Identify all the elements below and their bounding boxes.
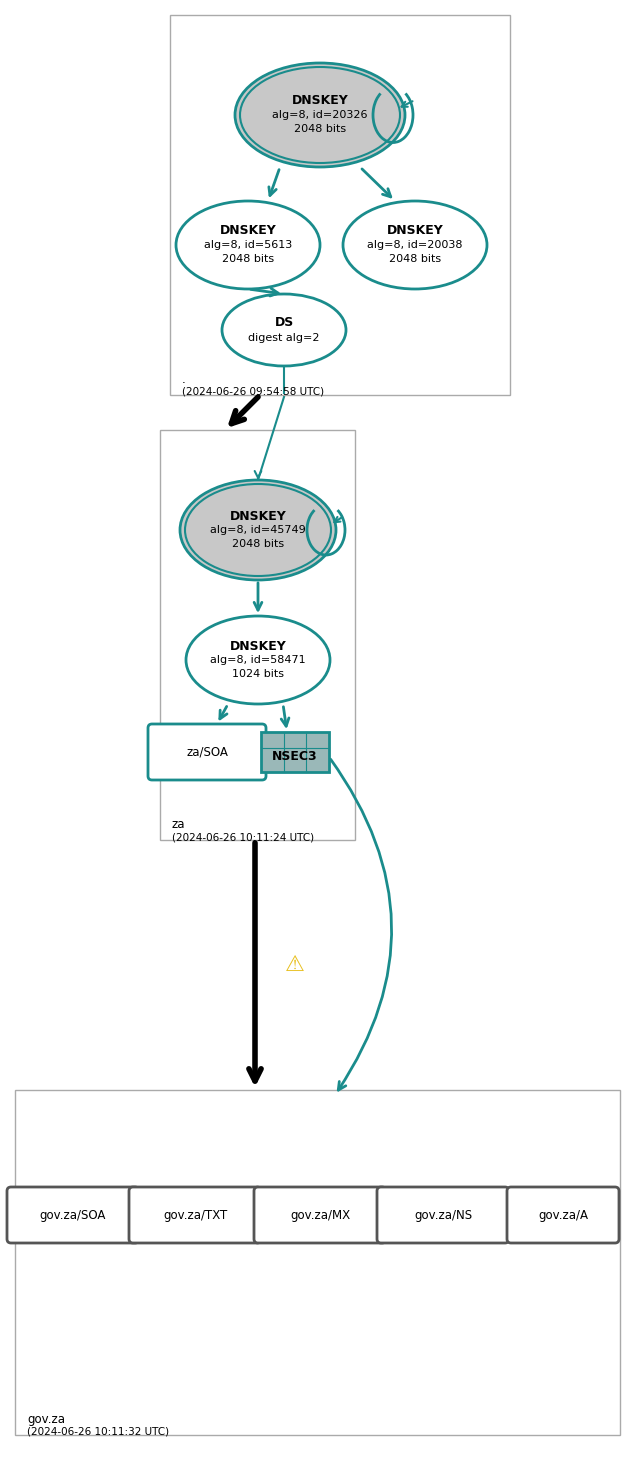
Text: .: . xyxy=(182,373,186,386)
Text: 1024 bits: 1024 bits xyxy=(232,669,284,679)
Text: DNSKEY: DNSKEY xyxy=(387,224,444,237)
Text: DNSKEY: DNSKEY xyxy=(220,224,276,237)
Bar xyxy=(170,15,510,395)
FancyBboxPatch shape xyxy=(507,1187,619,1243)
Text: DNSKEY: DNSKEY xyxy=(230,510,286,523)
Text: gov.za/NS: gov.za/NS xyxy=(414,1208,472,1221)
Text: digest alg=2: digest alg=2 xyxy=(248,333,320,343)
Ellipse shape xyxy=(185,485,331,576)
Text: (2024-06-26 09:54:58 UTC): (2024-06-26 09:54:58 UTC) xyxy=(182,387,324,398)
Text: za/SOA: za/SOA xyxy=(186,745,228,759)
Text: za: za xyxy=(172,818,186,831)
Text: alg=8, id=20038: alg=8, id=20038 xyxy=(367,240,463,250)
Ellipse shape xyxy=(222,295,346,365)
Text: gov.za/A: gov.za/A xyxy=(538,1208,588,1221)
Bar xyxy=(15,1090,620,1435)
Ellipse shape xyxy=(240,66,400,164)
Ellipse shape xyxy=(235,63,405,166)
Text: alg=8, id=5613: alg=8, id=5613 xyxy=(204,240,292,250)
FancyBboxPatch shape xyxy=(7,1187,139,1243)
Text: DNSKEY: DNSKEY xyxy=(292,94,348,108)
Text: gov.za/SOA: gov.za/SOA xyxy=(40,1208,106,1221)
Text: alg=8, id=58471: alg=8, id=58471 xyxy=(210,655,306,664)
Ellipse shape xyxy=(180,480,336,580)
Text: 2048 bits: 2048 bits xyxy=(294,124,346,134)
FancyBboxPatch shape xyxy=(254,1187,386,1243)
FancyBboxPatch shape xyxy=(377,1187,509,1243)
Text: (2024-06-26 10:11:24 UTC): (2024-06-26 10:11:24 UTC) xyxy=(172,832,314,843)
Ellipse shape xyxy=(186,616,330,704)
FancyBboxPatch shape xyxy=(129,1187,261,1243)
Text: 2048 bits: 2048 bits xyxy=(222,253,274,264)
Text: alg=8, id=20326: alg=8, id=20326 xyxy=(272,110,368,119)
Ellipse shape xyxy=(343,200,487,289)
Text: 2048 bits: 2048 bits xyxy=(389,253,441,264)
Text: alg=8, id=45749: alg=8, id=45749 xyxy=(210,524,306,535)
Text: 2048 bits: 2048 bits xyxy=(232,539,284,549)
Text: NSEC3: NSEC3 xyxy=(272,750,318,763)
Text: gov.za: gov.za xyxy=(27,1413,65,1426)
Bar xyxy=(261,732,329,772)
Text: ⚠: ⚠ xyxy=(285,955,305,975)
Text: (2024-06-26 10:11:32 UTC): (2024-06-26 10:11:32 UTC) xyxy=(27,1427,169,1438)
Bar xyxy=(160,430,355,840)
Ellipse shape xyxy=(176,200,320,289)
Text: gov.za/MX: gov.za/MX xyxy=(290,1208,350,1221)
Text: DNSKEY: DNSKEY xyxy=(230,639,286,653)
Text: DS: DS xyxy=(275,315,294,328)
FancyBboxPatch shape xyxy=(148,725,266,781)
Text: gov.za/TXT: gov.za/TXT xyxy=(163,1208,227,1221)
